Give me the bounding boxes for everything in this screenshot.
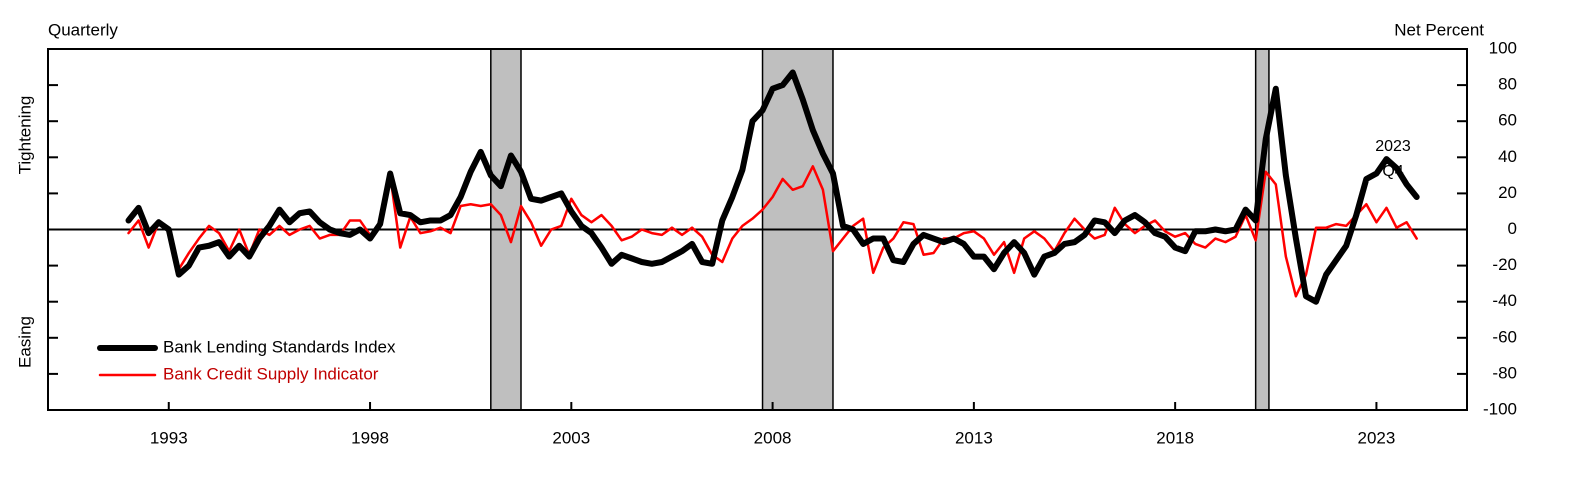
x-tick-label: 1993 [150,428,188,447]
upper-label: Tightening [15,96,34,175]
y-tick-label: 40 [1498,147,1517,166]
y-tick-label: 60 [1498,111,1517,130]
series-line [125,69,1420,305]
legend-label: Bank Credit Supply Indicator [163,364,379,383]
left-title: Quarterly [48,20,118,39]
x-tick-label: 2003 [552,428,590,447]
annotation: 2023 [1375,138,1411,155]
y-tick-label: 0 [1508,219,1517,238]
y-tick-label: -80 [1492,363,1517,382]
y-tick-label: -20 [1492,255,1517,274]
y-tick-label: -40 [1492,291,1517,310]
x-tick-label: 2013 [955,428,993,447]
lower-label: Easing [15,316,34,368]
x-tick-label: 2008 [754,428,792,447]
right-title: Net Percent [1394,20,1484,39]
x-tick-label: 2023 [1358,428,1396,447]
x-tick-label: 1998 [351,428,389,447]
y-tick-label: -100 [1483,399,1517,418]
series-line [127,165,1418,298]
x-tick-label: 2018 [1156,428,1194,447]
y-tick-label: 20 [1498,183,1517,202]
y-tick-label: 80 [1498,75,1517,94]
y-tick-label: -60 [1492,327,1517,346]
legend-label: Bank Lending Standards Index [163,337,396,356]
y-tick-label: 100 [1489,38,1517,57]
plot-frame [47,48,1468,411]
